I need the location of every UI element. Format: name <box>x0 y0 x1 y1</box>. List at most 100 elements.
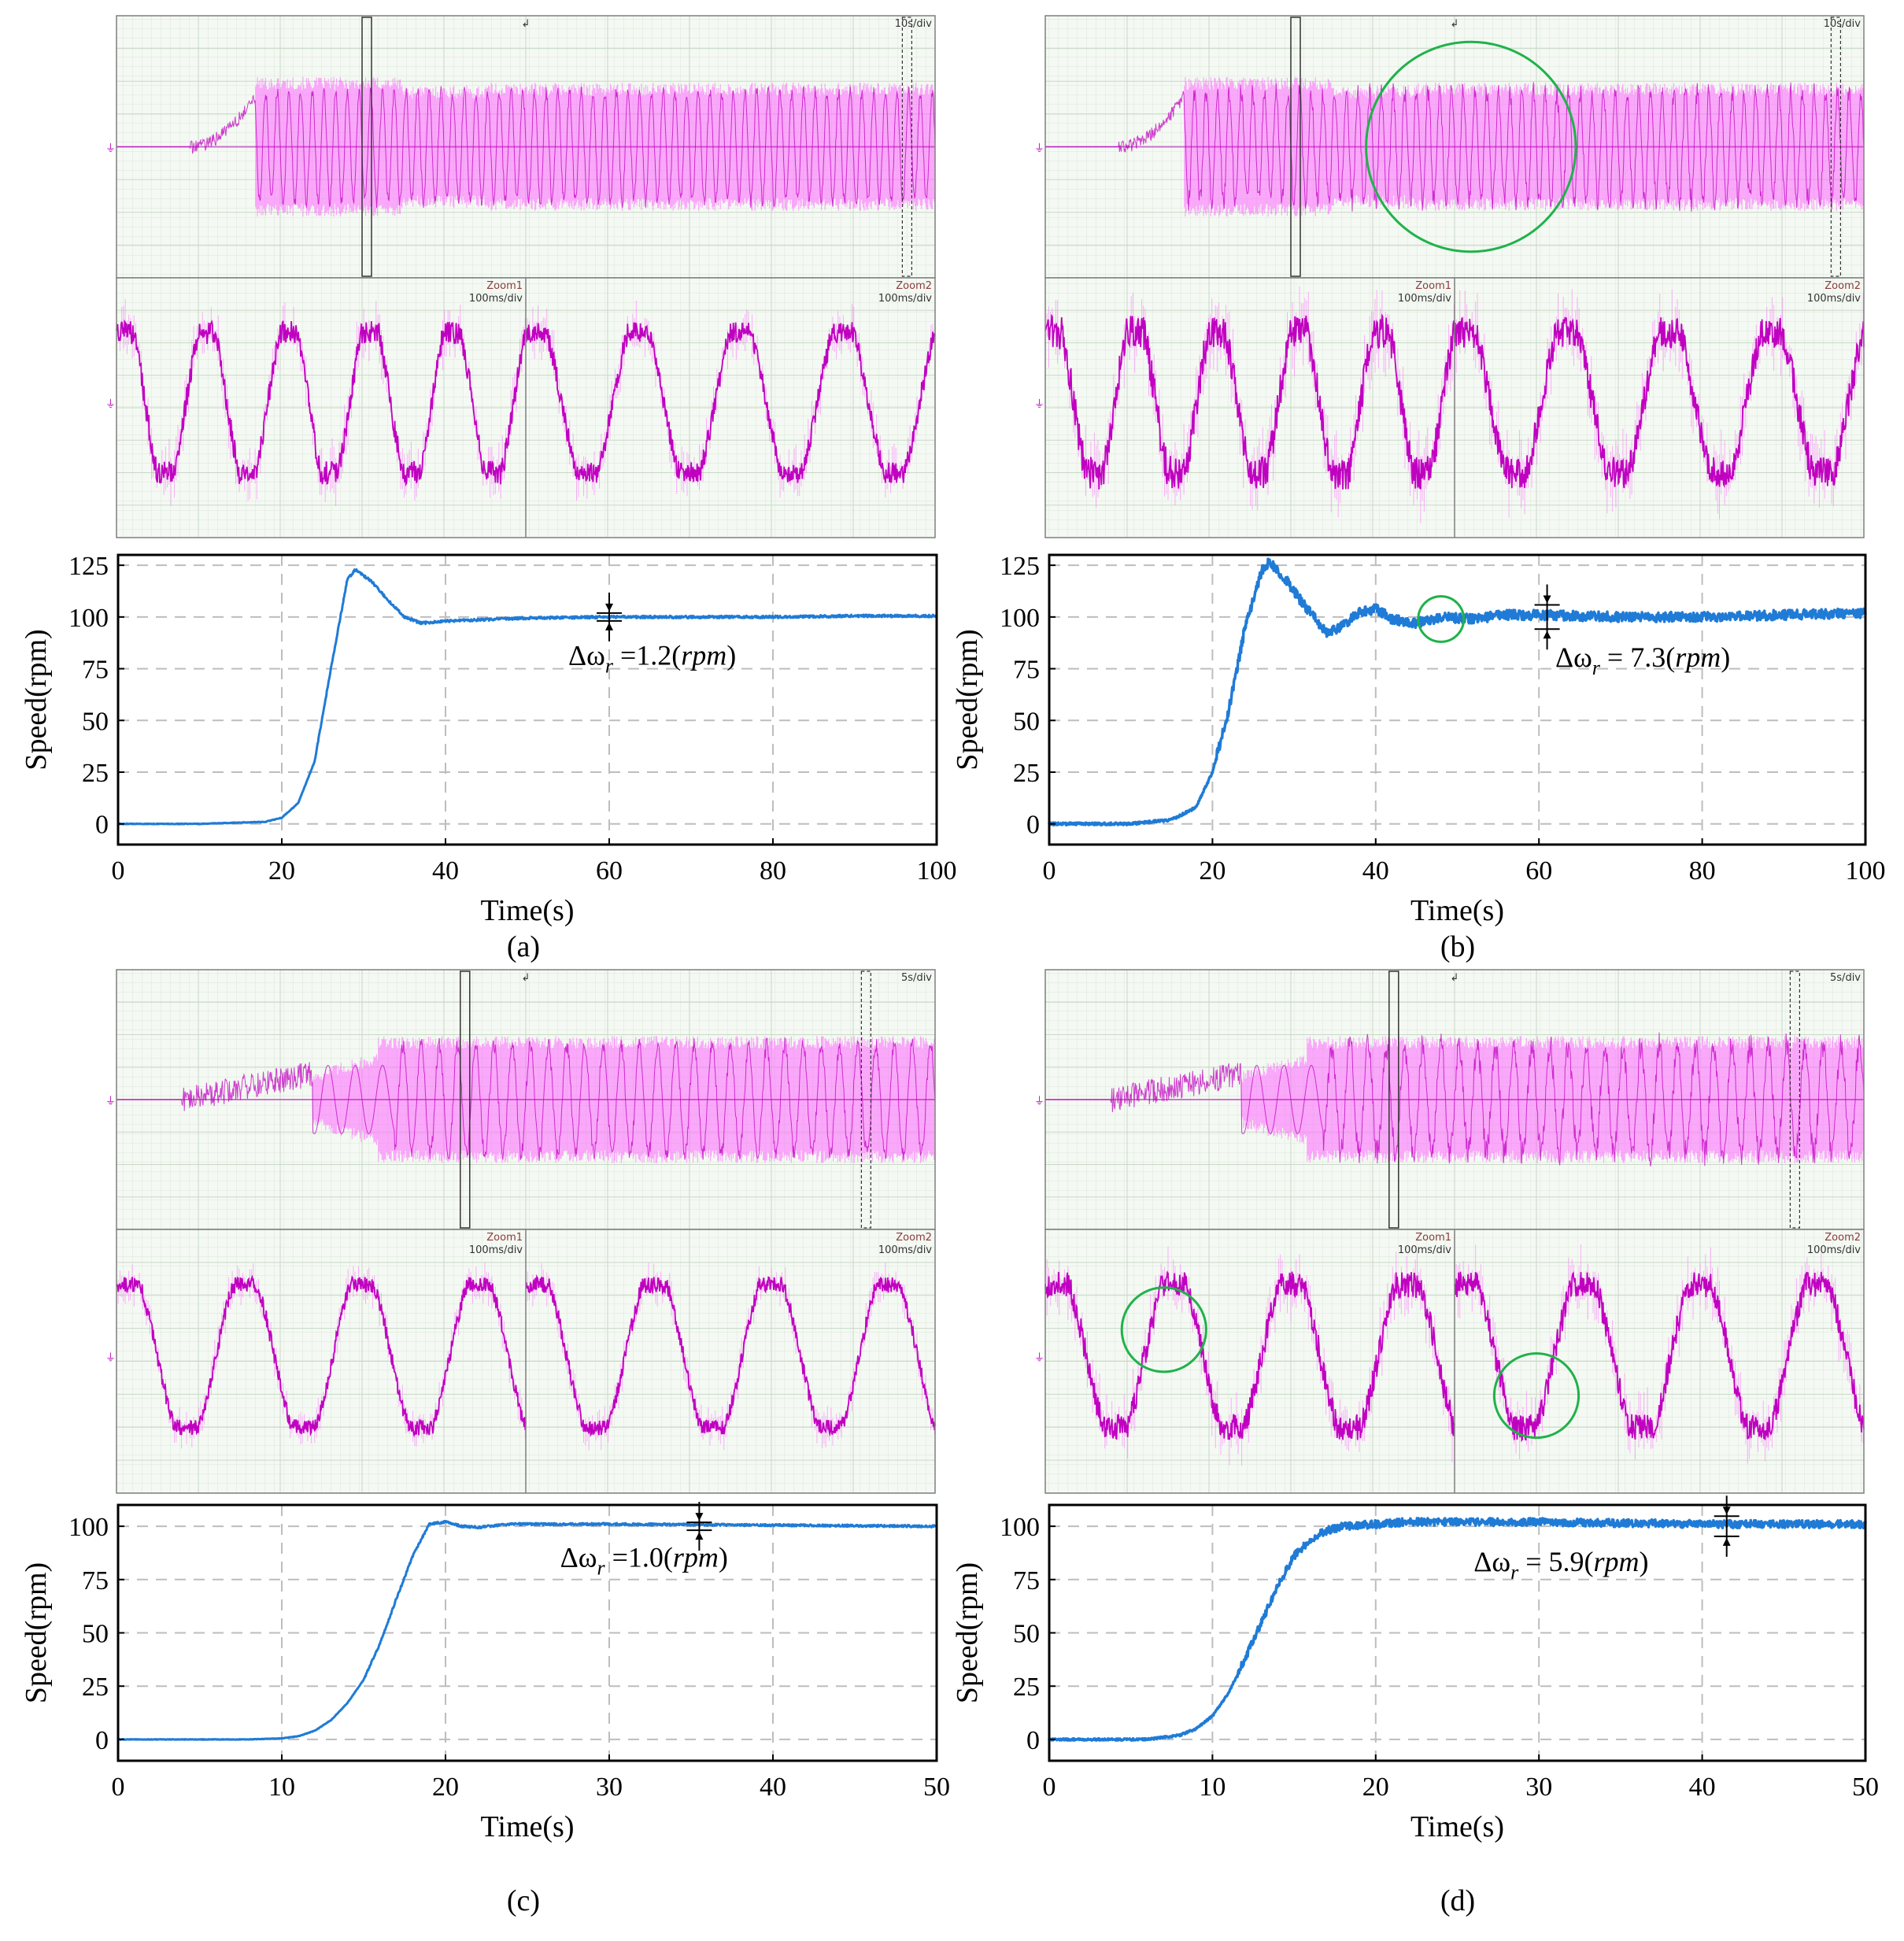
zoom-frame <box>116 1229 936 1494</box>
ripple-arrow-up-icon <box>1722 1537 1731 1546</box>
zoom2-time-div-label: 100ms/div <box>878 293 932 305</box>
speed-chart-b: Δωr = 7.3(rpm) 0 20 40 60 80 100 0 25 50 75 100 125 T… <box>951 552 1886 927</box>
plot-area <box>1049 555 1865 845</box>
overview-time-div-label: 10s/div <box>895 18 933 30</box>
ripple-arrow-down-icon <box>605 603 613 612</box>
x-tick-label: 50 <box>1852 1773 1879 1802</box>
annotation-delta-omega: Δω <box>1473 1546 1510 1577</box>
y-axis-label: Speed(rpm) <box>20 629 53 770</box>
ripple-annotation: Δωr =1.2(rpm) <box>568 639 736 677</box>
x-tick-label: 80 <box>760 856 786 885</box>
highlight-circle <box>1492 1351 1581 1440</box>
annotation-value: = 7.3( <box>1600 641 1675 673</box>
highlight-circle <box>1120 1286 1207 1373</box>
zoom2-window-marker <box>860 970 872 1229</box>
annotation-subscript: r <box>605 654 614 677</box>
zoom1-name-label: Zoom1 <box>1415 1232 1451 1244</box>
annotation-value: =1.2( <box>613 639 681 671</box>
speed-chart-c: Δωr =1.0(rpm) 0 10 20 30 40 50 0 25 50 75 100 Time(s… <box>20 1502 950 1843</box>
ground-marker-icon: ⏚ <box>105 143 116 155</box>
x-tick-label: 20 <box>1362 1773 1389 1802</box>
y-tick-label: 0 <box>1026 811 1040 840</box>
zoom1-window-marker <box>460 970 471 1229</box>
y-tick-label: 100 <box>68 1513 109 1542</box>
annotation-value: = 5.9( <box>1518 1546 1593 1577</box>
x-tick-label: 0 <box>112 1773 125 1802</box>
y-tick-label: 100 <box>1000 604 1040 633</box>
annotation-subscript: r <box>1510 1561 1519 1584</box>
plot-frame <box>116 553 938 846</box>
zoom2-time-div-label: 100ms/div <box>1807 1244 1861 1256</box>
x-axis-label: Time(s) <box>481 894 575 927</box>
x-tick-label: 40 <box>760 1773 786 1802</box>
annotation-unit: rpm <box>681 639 726 671</box>
zoom1-name-label: Zoom1 <box>486 1232 523 1244</box>
y-tick-label: 25 <box>82 1673 109 1702</box>
zoom2-current-trace <box>525 1274 936 1437</box>
x-tick-label: 40 <box>432 856 459 885</box>
zoom2-time-div-label: 100ms/div <box>878 1244 932 1256</box>
annotation-delta-omega: Δω <box>560 1542 597 1573</box>
x-tick-label: 50 <box>923 1773 950 1802</box>
zoom2-name-label: Zoom2 <box>1825 280 1861 292</box>
annotation-unit: rpm <box>1594 1546 1640 1577</box>
x-tick-label: 10 <box>1199 1773 1226 1802</box>
ground-marker-icon: ⏚ <box>1034 1352 1044 1364</box>
ripple-arrow-down-icon <box>695 1513 704 1521</box>
y-axis-label: Speed(rpm) <box>951 1562 984 1703</box>
overview-time-div-label: 5s/div <box>901 972 932 984</box>
y-tick-label: 75 <box>82 1566 109 1595</box>
ripple-arrow-down-icon <box>1543 595 1551 604</box>
ground-marker-icon: ⏚ <box>1034 398 1044 410</box>
x-tick-label: 30 <box>1525 1773 1552 1802</box>
zoom1-time-div-label: 100ms/div <box>1398 293 1451 305</box>
zoom2-time-div-label: 100ms/div <box>1807 293 1861 305</box>
zoom1-name-label: Zoom1 <box>486 280 523 292</box>
x-tick-label: 60 <box>1525 856 1552 885</box>
panel-label-c: (c) <box>507 1884 540 1917</box>
annotation-unit: rpm <box>673 1542 719 1573</box>
x-tick-label: 20 <box>432 1773 459 1802</box>
ripple-arrow-down-icon <box>1722 1507 1731 1515</box>
plot-area <box>118 555 937 845</box>
y-tick-label: 75 <box>1013 1566 1040 1595</box>
x-tick-label: 20 <box>1199 856 1226 885</box>
zoom2-window-marker <box>1830 17 1841 277</box>
ripple-annotation: Δωr =1.0(rpm) <box>560 1542 728 1580</box>
ripple-arrow-up-icon <box>695 1532 704 1540</box>
zoom-frame <box>116 277 936 538</box>
zoom1-window-marker <box>1388 970 1399 1229</box>
x-axis-label: Time(s) <box>481 1810 575 1843</box>
x-tick-label: 10 <box>268 1773 295 1802</box>
x-tick-label: 20 <box>268 856 295 885</box>
ripple-annotation: Δωr = 7.3(rpm) <box>1555 641 1730 679</box>
zoom-frame <box>1044 277 1865 538</box>
annotation-unit: rpm <box>1675 641 1721 673</box>
annotation-delta-omega: Δω <box>1555 641 1592 673</box>
x-tick-label: 40 <box>1362 856 1389 885</box>
zoom2-name-label: Zoom2 <box>896 1232 932 1244</box>
speed-series-line <box>116 1520 938 1741</box>
x-tick-label: 40 <box>1689 1773 1716 1802</box>
gridlines <box>1049 1505 1865 1761</box>
y-tick-label: 100 <box>1000 1513 1040 1542</box>
current-trace <box>116 1037 936 1161</box>
y-tick-label: 25 <box>1013 1673 1040 1702</box>
plot-frame <box>1048 553 1867 846</box>
x-axis-label: Time(s) <box>1410 894 1504 927</box>
annotation-close: ) <box>1721 641 1730 673</box>
zoom1-current-trace <box>116 1274 527 1438</box>
zoom1-current-trace <box>1044 1270 1455 1440</box>
zoom2-window-marker <box>901 17 913 277</box>
x-tick-label: 0 <box>1043 1773 1056 1802</box>
speed-chart-a: Δωr =1.2(rpm) 0 20 40 60 80 100 0 25 50 75 100 125 Ti… <box>20 552 957 927</box>
zoom2-current-trace <box>1454 1271 1865 1443</box>
zoom-frame <box>1044 1229 1865 1494</box>
panel-label-a: (a) <box>507 930 540 963</box>
y-tick-label: 125 <box>68 552 109 581</box>
x-tick-label: 80 <box>1689 856 1716 885</box>
